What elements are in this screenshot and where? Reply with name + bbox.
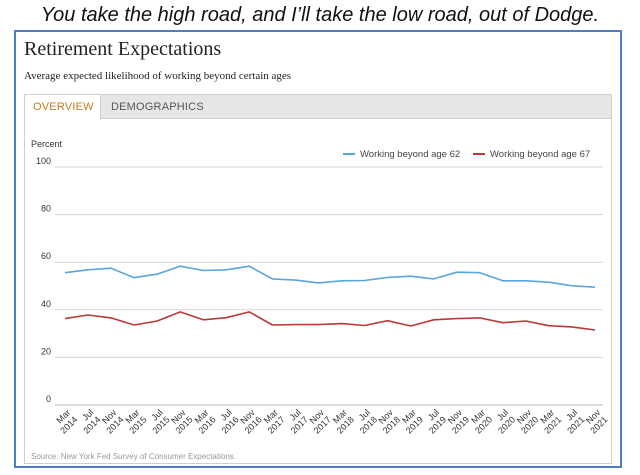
y-tick-label: 100 xyxy=(36,156,51,166)
chart-title: Retirement Expectations xyxy=(24,38,222,60)
y-axis-label: Percent xyxy=(31,139,63,149)
y-tick-label: 60 xyxy=(41,251,51,261)
chart-card: Retirement Expectations Average expected… xyxy=(14,30,622,468)
chart-panel: OVERVIEW DEMOGRAPHICS Percent 0 20 40 60 80 10… xyxy=(24,94,612,464)
series-line-1 xyxy=(64,265,596,288)
legend-label: Working beyond age 62 xyxy=(360,149,460,160)
slide-caption: You take the high road, and I’ll take th… xyxy=(40,4,600,26)
tab-demographics[interactable]: DEMOGRAPHICS xyxy=(111,101,204,113)
y-tick-label: 40 xyxy=(41,299,51,309)
series-line-2 xyxy=(64,311,596,331)
tab-bar: OVERVIEW DEMOGRAPHICS xyxy=(25,95,611,120)
y-tick-label: 20 xyxy=(41,346,51,356)
y-tick-label: 0 xyxy=(46,394,51,404)
legend-label: Working beyond age 67 xyxy=(490,149,590,160)
source-note: Source: New York Fed Survey of Consumer … xyxy=(31,452,236,461)
chart-subtitle: Average expected likelihood of working b… xyxy=(24,70,292,82)
tab-overview[interactable]: OVERVIEW xyxy=(25,95,101,120)
y-tick-label: 80 xyxy=(41,204,51,214)
